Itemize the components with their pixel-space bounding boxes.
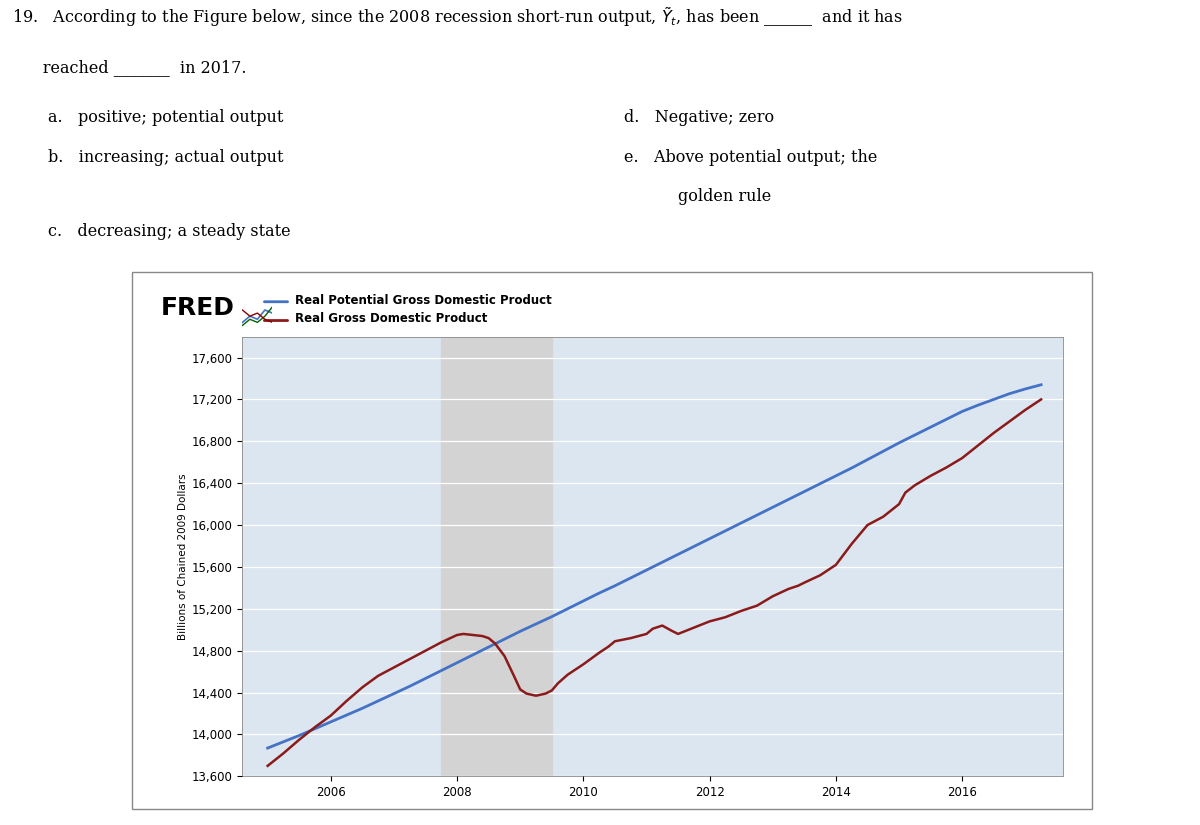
Text: b.   increasing; actual output: b. increasing; actual output (48, 148, 283, 166)
Bar (442, 337, 552, 776)
Text: reached _______  in 2017.: reached _______ in 2017. (12, 59, 246, 77)
Text: c.   decreasing; a steady state: c. decreasing; a steady state (48, 223, 290, 240)
Text: Real Potential Gross Domestic Product: Real Potential Gross Domestic Product (295, 294, 552, 307)
Text: a.   positive; potential output: a. positive; potential output (48, 109, 283, 126)
Text: d.   Negative; zero: d. Negative; zero (624, 109, 774, 126)
Text: golden rule: golden rule (678, 188, 772, 205)
Y-axis label: Billions of Chained 2009 Dollars: Billions of Chained 2009 Dollars (178, 474, 187, 639)
Text: Real Gross Domestic Product: Real Gross Domestic Product (295, 313, 487, 326)
Text: FRED: FRED (161, 296, 235, 320)
Text: 19.   According to the Figure below, since the 2008 recession short-run output, : 19. According to the Figure below, since… (12, 5, 902, 29)
Text: e.   Above potential output; the: e. Above potential output; the (624, 148, 877, 166)
